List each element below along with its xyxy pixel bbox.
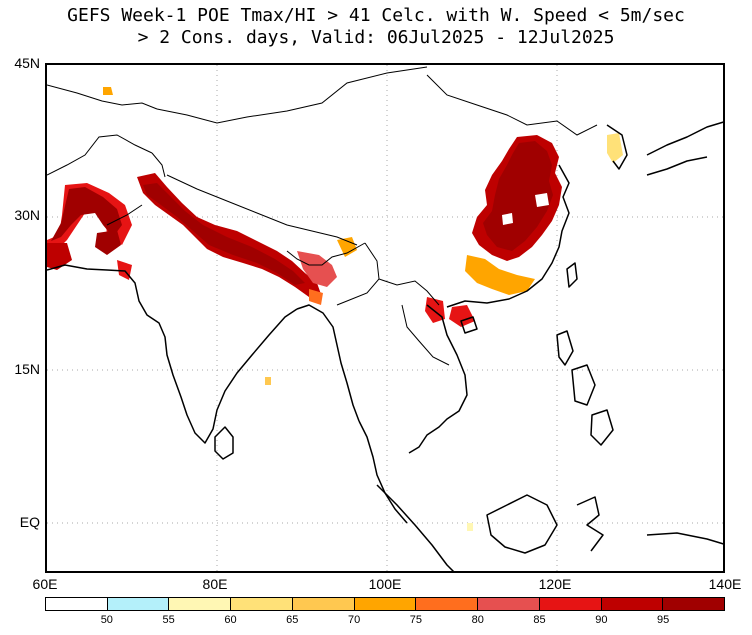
lat-label-30n: 30N bbox=[14, 207, 40, 223]
map-panel bbox=[45, 63, 725, 573]
colorbar-tick-label: 90 bbox=[595, 614, 608, 626]
colorbar-segment bbox=[601, 598, 664, 610]
heat-shading-indus-ganges bbox=[117, 173, 357, 305]
lon-label-80e: 80E bbox=[202, 576, 228, 592]
colorbar-tick-label: 80 bbox=[471, 614, 484, 626]
grid-lines bbox=[47, 65, 723, 571]
lat-label-15n: 15N bbox=[14, 361, 40, 377]
colorbar-segment bbox=[416, 598, 479, 610]
colorbar-segment bbox=[663, 598, 725, 610]
heat-shading-pakistan bbox=[47, 183, 132, 270]
lon-label-120e: 120E bbox=[538, 576, 572, 592]
map-canvas bbox=[47, 65, 723, 571]
colorbar-tick-label: 50 bbox=[100, 614, 113, 626]
colorbar-tick-label: 60 bbox=[224, 614, 237, 626]
heat-shading-east-china bbox=[103, 87, 623, 531]
colorbar-segment bbox=[478, 598, 540, 610]
colorbar-segment bbox=[107, 598, 170, 610]
colorbar-tick-label: 65 bbox=[286, 614, 299, 626]
lat-label-eq: EQ bbox=[19, 514, 40, 530]
colorbar-segment bbox=[169, 598, 232, 610]
colorbar-tick-label: 75 bbox=[409, 614, 423, 626]
colorbar-segment bbox=[231, 598, 293, 610]
coastlines bbox=[47, 121, 723, 571]
lon-label-60e: 60E bbox=[32, 576, 58, 592]
colorbar-segment bbox=[46, 598, 108, 610]
colorbar-tick-label: 55 bbox=[162, 614, 175, 626]
colorbar-segment bbox=[539, 598, 602, 610]
lat-label-45n: 45N bbox=[14, 55, 40, 71]
colorbar-tick-label: 95 bbox=[657, 614, 670, 626]
lon-label-100e: 100E bbox=[368, 576, 402, 592]
lon-label-140e: 140E bbox=[708, 576, 742, 592]
colorbar-segment bbox=[292, 598, 355, 610]
colorbar-segment bbox=[354, 598, 417, 610]
map-title-line1: GEFS Week-1 POE Tmax/HI > 41 Celc. with … bbox=[67, 5, 685, 26]
colorbar-tick-label: 85 bbox=[533, 614, 546, 626]
map-title-line2: > 2 Cons. days, Valid: 06Jul2025 - 12Jul… bbox=[137, 27, 615, 48]
country-borders bbox=[47, 66, 598, 366]
colorbar bbox=[45, 597, 725, 611]
colorbar-tick-label: 70 bbox=[347, 614, 361, 626]
